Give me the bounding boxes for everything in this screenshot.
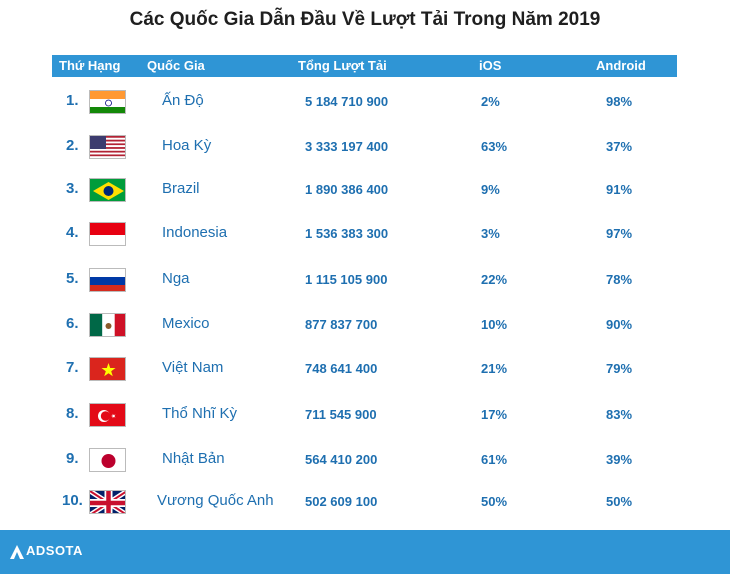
brand-logo-text: ADSOTA: [26, 543, 83, 558]
country-name: Nga: [162, 270, 190, 287]
table-row: 2. Hoa Kỳ 3 333 197 400 63% 37%: [0, 135, 730, 175]
india-flag-icon: [89, 90, 126, 114]
total-downloads: 3 333 197 400: [305, 139, 389, 154]
android-share: 78%: [606, 272, 633, 287]
android-share: 83%: [606, 407, 633, 422]
ios-share: 9%: [481, 182, 500, 197]
rank-label: 9.: [66, 450, 79, 467]
table-row: 3. Brazil 1 890 386 400 9% 91%: [0, 178, 730, 218]
country-name: Thổ Nhĩ Kỳ: [162, 405, 238, 422]
android-share: 90%: [606, 317, 633, 332]
android-share: 39%: [606, 452, 633, 467]
footer-bar: [0, 530, 730, 574]
rank-label: 5.: [66, 270, 79, 287]
country-name: Indonesia: [162, 224, 228, 241]
uk-flag-icon: [89, 490, 126, 514]
total-downloads: 564 410 200: [305, 452, 378, 467]
ios-share: 21%: [481, 361, 508, 376]
indonesia-flag-icon: [89, 222, 126, 246]
brand-logo-icon: [10, 545, 24, 559]
total-downloads: 748 641 400: [305, 361, 378, 376]
russia-flag-icon: [89, 268, 126, 292]
ios-share: 10%: [481, 317, 508, 332]
android-share: 50%: [606, 494, 633, 509]
table-row: 10. Vương Quốc Anh 502 609 100 50% 50%: [0, 490, 730, 530]
android-share: 91%: [606, 182, 633, 197]
ios-share: 50%: [481, 494, 508, 509]
android-share: 97%: [606, 226, 633, 241]
table-row: 8. Thổ Nhĩ Kỳ 711 545 900 17% 83%: [0, 403, 730, 443]
total-downloads: 1 536 383 300: [305, 226, 389, 241]
country-name: Ấn Độ: [162, 92, 204, 109]
header-country: Quốc Gia: [147, 58, 205, 73]
country-name: Vương Quốc Anh: [157, 492, 274, 509]
android-share: 98%: [606, 94, 633, 109]
android-share: 37%: [606, 139, 633, 154]
rank-label: 4.: [66, 224, 79, 241]
rank-label: 6.: [66, 315, 79, 332]
rank-label: 2.: [66, 137, 79, 154]
rank-label: 10.: [62, 492, 83, 509]
ios-share: 2%: [481, 94, 500, 109]
ios-share: 61%: [481, 452, 508, 467]
header-total: Tổng Lượt Tải: [298, 58, 387, 73]
chart-title: Các Quốc Gia Dẫn Đầu Về Lượt Tải Trong N…: [129, 9, 601, 30]
table-row: 5. Nga 1 115 105 900 22% 78%: [0, 268, 730, 308]
ios-share: 17%: [481, 407, 508, 422]
table-row: 7. Việt Nam 748 641 400 21% 79%: [0, 357, 730, 397]
usa-flag-icon: [89, 135, 126, 159]
rank-label: 1.: [66, 92, 79, 109]
header-rank: Thứ Hạng: [59, 58, 121, 73]
japan-flag-icon: [89, 448, 126, 472]
table-row: 4. Indonesia 1 536 383 300 3% 97%: [0, 222, 730, 262]
ios-share: 3%: [481, 226, 500, 241]
country-name: Brazil: [162, 180, 200, 197]
country-name: Hoa Kỳ: [162, 137, 212, 154]
table-header: Thứ Hạng Quốc Gia Tổng Lượt Tải iOS Andr…: [52, 55, 677, 77]
rank-label: 3.: [66, 180, 79, 197]
total-downloads: 5 184 710 900: [305, 94, 389, 109]
rank-label: 8.: [66, 405, 79, 422]
android-share: 79%: [606, 361, 633, 376]
country-name: Mexico: [162, 315, 210, 332]
table-row: 9. Nhật Bản 564 410 200 61% 39%: [0, 448, 730, 488]
total-downloads: 1 115 105 900: [305, 272, 388, 287]
total-downloads: 711 545 900: [305, 407, 377, 422]
total-downloads: 502 609 100: [305, 494, 378, 509]
rank-label: 7.: [66, 359, 79, 376]
country-name: Nhật Bản: [162, 450, 225, 467]
ios-share: 63%: [481, 139, 508, 154]
ios-share: 22%: [481, 272, 508, 287]
vietnam-flag-icon: [89, 357, 126, 381]
header-android: Android: [596, 58, 646, 73]
header-ios: iOS: [479, 58, 502, 73]
table-row: 1. Ấn Độ 5 184 710 900 2% 98%: [0, 90, 730, 130]
total-downloads: 877 837 700: [305, 317, 378, 332]
total-downloads: 1 890 386 400: [305, 182, 389, 197]
country-name: Việt Nam: [162, 359, 224, 376]
turkey-flag-icon: [89, 403, 126, 427]
mexico-flag-icon: [89, 313, 126, 337]
brazil-flag-icon: [89, 178, 126, 202]
table-row: 6. Mexico 877 837 700 10% 90%: [0, 313, 730, 353]
